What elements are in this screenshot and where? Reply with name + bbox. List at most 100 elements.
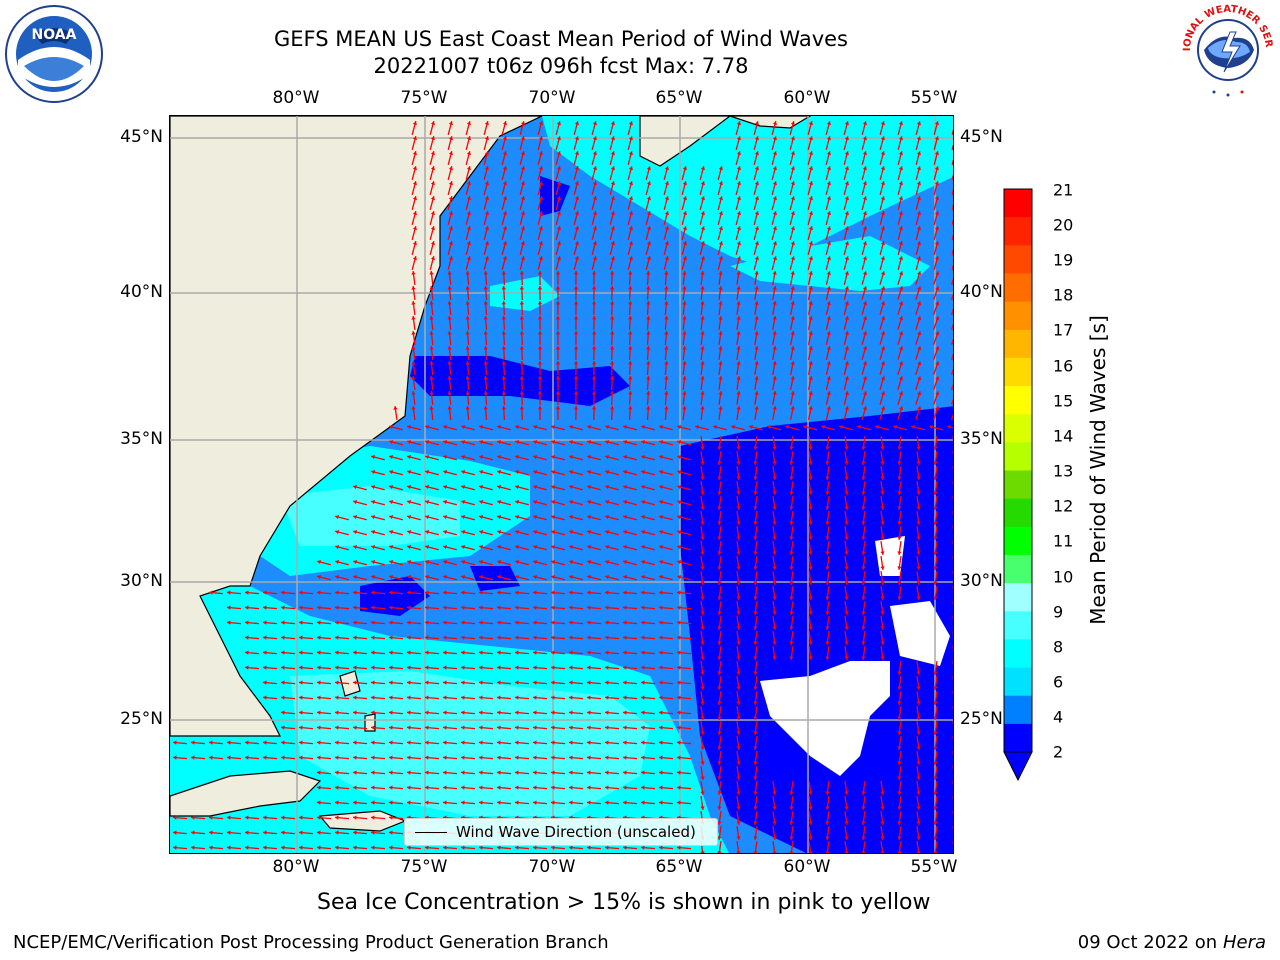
wind-wave-arrow xyxy=(640,635,656,640)
wind-wave-arrow xyxy=(640,800,656,805)
wind-wave-arrow xyxy=(933,466,938,480)
wind-wave-arrow xyxy=(497,455,511,461)
wind-wave-arrow xyxy=(406,590,422,595)
wind-wave-arrow xyxy=(497,470,511,476)
wind-wave-arrow xyxy=(555,121,561,135)
wind-wave-arrow xyxy=(442,740,458,745)
colorbar-segment xyxy=(1004,414,1032,443)
wind-wave-arrow xyxy=(682,270,687,286)
left-lat-label: 35°N xyxy=(120,429,163,449)
wind-wave-arrow xyxy=(280,635,296,640)
wind-wave-arrow xyxy=(664,330,669,346)
wind-wave-arrow xyxy=(483,256,489,270)
wind-wave-arrow xyxy=(736,375,741,391)
wind-wave-arrow xyxy=(646,375,651,391)
wind-wave-arrow xyxy=(771,256,777,270)
wind-wave-arrow xyxy=(952,751,953,763)
wind-wave-arrow xyxy=(425,500,439,506)
wind-wave-arrow xyxy=(447,405,452,421)
wind-wave-arrow xyxy=(533,440,547,446)
wind-wave-arrow xyxy=(389,530,403,536)
wind-wave-arrow xyxy=(370,755,386,760)
wind-wave-arrow xyxy=(568,635,584,640)
wind-wave-arrow xyxy=(496,800,512,805)
wind-wave-arrow xyxy=(641,470,655,476)
wind-wave-arrow xyxy=(933,811,938,825)
wind-wave-arrow xyxy=(897,136,903,150)
wind-wave-arrow xyxy=(700,346,705,360)
wind-wave-arrow xyxy=(460,845,476,850)
colorbar-segment xyxy=(1004,639,1032,668)
wind-wave-arrow xyxy=(789,556,794,570)
colorbar-tick: 8 xyxy=(1053,637,1064,657)
wind-wave-arrow xyxy=(825,331,831,345)
wind-wave-arrow xyxy=(825,211,831,225)
wind-wave-arrow xyxy=(736,511,741,525)
wind-wave-arrow xyxy=(244,635,260,640)
wind-wave-arrow xyxy=(825,496,830,510)
wind-wave-arrow xyxy=(479,440,493,446)
wind-wave-arrow xyxy=(370,800,386,805)
wind-wave-arrow xyxy=(825,571,830,585)
wind-wave-arrow xyxy=(676,635,692,640)
wind-wave-arrow xyxy=(879,211,885,225)
wind-wave-arrow xyxy=(772,496,777,510)
wind-wave-arrow xyxy=(753,181,759,195)
wind-wave-arrow xyxy=(226,845,242,850)
wind-wave-arrow xyxy=(789,375,795,391)
wind-wave-arrow xyxy=(483,300,488,316)
band-northeast-cyan xyxy=(730,236,930,291)
wind-wave-arrow xyxy=(172,755,188,760)
wind-wave-arrow xyxy=(262,845,278,850)
wind-wave-arrow xyxy=(501,330,506,346)
wind-wave-arrow xyxy=(190,845,206,850)
wind-wave-arrow xyxy=(478,650,494,655)
wind-wave-arrow xyxy=(424,785,440,790)
wind-wave-arrow xyxy=(640,785,656,790)
wind-wave-arrow xyxy=(604,755,620,760)
wind-wave-arrow xyxy=(573,345,579,361)
wind-wave-arrow xyxy=(411,196,417,210)
wind-wave-arrow xyxy=(352,770,368,775)
wind-wave-arrow xyxy=(388,605,404,610)
wind-wave-arrow xyxy=(406,740,422,745)
wind-wave-arrow xyxy=(753,616,758,630)
wind-wave-arrow xyxy=(335,545,349,551)
wind-wave-arrow xyxy=(568,725,584,730)
wind-wave-arrow xyxy=(604,635,620,640)
wind-wave-arrow xyxy=(515,575,529,581)
wind-wave-arrow xyxy=(789,466,794,480)
wind-wave-arrow xyxy=(622,755,638,760)
wind-wave-arrow xyxy=(916,496,921,510)
wind-wave-arrow xyxy=(478,665,494,670)
colorbar-tick: 16 xyxy=(1053,356,1074,376)
wind-wave-arrow xyxy=(519,390,524,406)
wind-wave-arrow xyxy=(897,676,902,690)
wind-wave-arrow xyxy=(262,620,278,625)
wind-wave-arrow xyxy=(532,785,548,790)
wind-wave-arrow xyxy=(771,136,777,150)
wind-wave-arrow xyxy=(587,575,601,581)
wind-wave-arrow xyxy=(429,136,435,150)
wind-wave-arrow xyxy=(808,811,813,825)
wind-wave-arrow xyxy=(952,571,953,583)
wind-wave-arrow xyxy=(353,515,367,521)
wind-wave-arrow xyxy=(568,755,584,760)
wind-wave-arrow xyxy=(429,390,434,406)
wind-wave-arrow xyxy=(190,830,206,835)
wind-wave-arrow xyxy=(879,406,886,420)
wind-wave-arrow xyxy=(429,360,434,376)
wind-wave-arrow xyxy=(501,151,507,165)
wind-wave-arrow xyxy=(699,211,705,225)
wind-wave-arrow xyxy=(371,470,385,476)
wind-wave-arrow xyxy=(388,710,404,715)
wind-wave-arrow xyxy=(501,211,507,225)
wind-wave-arrow xyxy=(370,665,386,670)
wind-wave-arrow xyxy=(717,631,722,645)
wind-wave-arrow xyxy=(658,680,674,685)
wind-wave-arrow xyxy=(352,665,368,670)
wind-wave-arrow xyxy=(515,530,529,536)
land-cuba xyxy=(170,770,322,817)
wind-wave-arrow xyxy=(753,151,759,165)
wind-wave-arrow xyxy=(825,841,830,853)
